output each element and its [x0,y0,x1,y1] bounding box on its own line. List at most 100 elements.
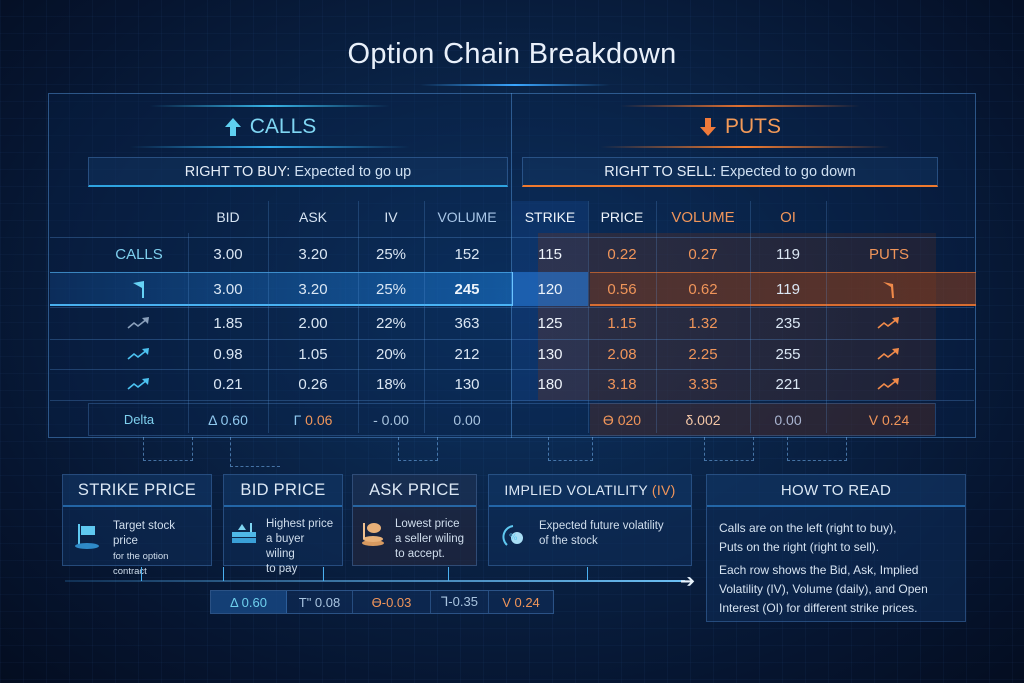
header-strike: STRIKE [524,209,576,225]
card-title: BID PRICE [224,475,342,507]
greek-delta: Δ 0.60 [211,591,287,613]
row-right-label: PUTS [868,245,909,263]
page-title: Option Chain Breakdown [347,38,677,70]
table-row[interactable]: 0.21 0.26 18% 130 180 3.18 3.35 221 [50,368,974,400]
trend-up-icon [826,368,952,400]
card-line-1: Highest price [266,518,334,530]
timeline-tick [141,567,142,581]
card-bid-price: BID PRICE Highest price a buyer wiling t… [223,474,343,575]
table-row-highlighted[interactable]: 3.00 3.20 25% 245 120 0.56 0.62 119 [50,273,974,305]
timeline-tick [587,567,588,581]
row-divider [50,237,974,238]
header-put-volume: VOLUME [671,208,735,226]
header-iv: IV [384,209,398,225]
card-line-2: for the option contract [113,551,169,577]
gamma-value: Γ 0.06 [268,403,358,436]
calls-subtitle-text: Expected to go up [290,163,412,180]
calls-title-line-bottom [130,146,410,148]
strike-cell: 125 [537,314,563,332]
trend-up-icon [90,368,188,400]
greek-theta: ϴ-0.03 [353,591,431,613]
puts-subtitle-bold: RIGHT TO SELL: [604,163,717,180]
ask-cell: 3.20 [298,280,328,298]
card-description: Expected future volatility of the stock [539,519,664,549]
volume-cell: 152 [454,245,480,263]
highlight-row-puts [590,272,976,306]
volatility-icon: % [497,519,531,553]
header-volume: VOLUME [437,209,497,225]
bid-cell: 3.00 [213,280,243,298]
timeline-tick [323,567,324,581]
connector-line [398,437,438,461]
col-divider [188,233,189,433]
volume-cell: 245 [454,280,480,298]
col-divider [826,201,827,433]
card-ask-price: ASK PRICE Lowest price a seller wiling t… [352,474,477,566]
puts-title-line-bottom [600,146,890,148]
puts-title: PUTS [570,112,910,142]
price-cell: 1.15 [607,314,637,332]
header-price: PRICE [600,209,644,225]
card-line-3: to accept. [395,548,445,560]
card-description: Target stock price for the option contra… [113,519,203,579]
card-title: STRIKE PRICE [63,475,211,507]
greek-vega: V 0.24 [502,594,540,610]
card-line-1: Expected future volatility [539,520,664,532]
table-row[interactable]: 0.98 1.05 20% 212 130 2.08 2.25 255 [50,338,974,370]
price-cell: 0.56 [607,280,637,298]
card-line-2: a buyer wiling [266,533,305,560]
card-description: Highest price a buyer wiling to pay [266,517,336,577]
trend-up-icon [90,338,188,370]
trend-up-icon [826,307,952,339]
ask-cell: 1.05 [298,345,328,363]
put-volume-cell: 0.62 [688,280,718,298]
puts-subtitle: RIGHT TO SELL: Expected to go down [522,157,938,187]
card-strike-price: STRIKE PRICE Target stock price for the … [62,474,212,577]
timeline-tick [448,567,449,581]
put-volume-cell: 3.35 [688,375,718,393]
strike-cell: 115 [538,245,562,263]
bid-cell: 1.85 [213,314,243,332]
put-volume-cell: 1.32 [688,314,718,332]
row-divider [50,307,974,308]
center-divider [511,93,512,438]
greek-theta-t: T" 0.08 [287,591,353,613]
connector-line [143,437,193,461]
card-line-1: Lowest price [395,518,460,530]
price-cell: 0.22 [607,245,637,263]
bid-cell: 0.21 [213,375,243,393]
connector-line [787,437,847,461]
connector-line [230,437,280,467]
table-row[interactable]: 1.85 2.00 22% 363 125 1.15 1.32 235 [50,307,974,339]
col-divider [656,201,657,433]
table-row[interactable]: CALLS 3.00 3.20 25% 152 115 0.22 0.27 11… [50,238,974,270]
strike-cell: 120 [537,280,563,298]
iv-cell: 25% [375,280,407,298]
puts-shade [538,233,936,400]
col-divider [424,201,425,433]
greeks-row-content: Delta Δ 0.60 Γ 0.06 - 0.00 0.00 ϴ 020 δ.… [50,403,974,436]
greeks-summary-bar: Δ 0.60 T" 0.08 ϴ-0.03 ⅂-0.35 V 0.24 [210,590,554,614]
how-to-read-title: HOW TO READ [707,475,965,507]
buyer-stack-icon [230,517,258,551]
ask-cell: 0.26 [298,375,328,393]
card-implied-volatility: IMPLIED VOLATILITY (IV) % Expected futur… [488,474,692,566]
card-line-1: Target stock price [113,520,175,547]
volume-cell: 130 [454,375,480,393]
how-to-read-line-3: Each row shows the Bid, Ask, Implied Vol… [719,563,928,615]
flag-icon [90,273,188,305]
puts-subtitle-text: Expected to go down [716,163,856,180]
header-bid: BID [216,209,240,225]
highlight-row-calls [50,272,512,306]
iv-cell: 22% [375,314,407,332]
oi-cell: 119 [776,280,800,298]
title-glow [420,84,610,86]
col-divider [268,201,269,433]
arrow-right-icon: ➔ [680,571,696,591]
row-divider [50,339,974,340]
how-to-read-line-1: Calls are on the left (right to buy), [719,521,897,535]
greek-c7: 0.00 [774,411,802,428]
svg-text:%: % [509,533,518,543]
col-divider [750,201,751,433]
delta-value: Δ 0.60 [208,411,248,428]
